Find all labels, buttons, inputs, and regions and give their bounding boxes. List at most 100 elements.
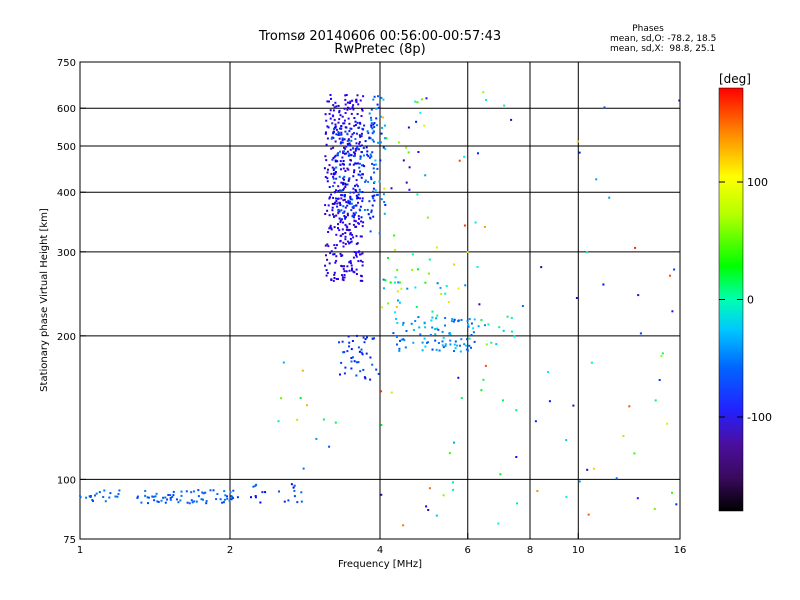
data-point xyxy=(452,488,455,491)
data-point xyxy=(342,160,345,162)
data-point xyxy=(377,372,380,375)
data-point xyxy=(361,109,364,112)
legend-heading: Phases xyxy=(632,24,664,34)
data-point xyxy=(472,327,475,330)
data-point xyxy=(360,144,363,147)
chart-subtitle: RwPretec (8p) xyxy=(334,42,425,57)
data-point xyxy=(351,267,353,270)
data-point xyxy=(354,220,357,223)
data-point xyxy=(352,147,355,150)
data-point xyxy=(373,337,375,340)
data-point xyxy=(357,173,360,176)
data-point xyxy=(352,223,355,226)
data-point xyxy=(342,122,345,125)
data-point xyxy=(595,178,598,181)
data-point xyxy=(419,111,422,114)
data-point xyxy=(343,146,345,149)
data-point xyxy=(408,188,411,191)
data-point xyxy=(576,140,579,143)
data-point xyxy=(387,257,389,259)
data-point xyxy=(396,268,399,271)
data-point xyxy=(339,142,342,145)
data-point xyxy=(353,251,356,253)
data-point xyxy=(467,323,470,326)
data-point xyxy=(370,126,373,129)
data-point xyxy=(453,318,456,321)
data-point xyxy=(660,355,663,357)
data-point xyxy=(324,213,327,215)
x-tick-label: 4 xyxy=(377,545,383,556)
data-point xyxy=(437,328,440,331)
data-point xyxy=(345,152,348,155)
data-point xyxy=(360,235,363,238)
data-point xyxy=(565,495,568,498)
data-point xyxy=(387,302,390,305)
data-point xyxy=(358,208,361,211)
data-point xyxy=(197,489,200,492)
data-point xyxy=(344,238,347,241)
data-point xyxy=(334,201,336,204)
data-point xyxy=(332,253,335,256)
data-point xyxy=(232,497,234,500)
data-point xyxy=(473,318,476,321)
data-point xyxy=(357,162,359,165)
data-point xyxy=(431,326,434,329)
data-point xyxy=(353,169,356,172)
data-point xyxy=(454,347,457,350)
data-point xyxy=(453,350,455,352)
data-point xyxy=(380,390,383,393)
data-point xyxy=(342,177,345,180)
data-point xyxy=(201,491,204,494)
data-point xyxy=(453,343,456,346)
data-point xyxy=(344,206,347,209)
data-point xyxy=(350,154,353,157)
data-point xyxy=(332,169,335,171)
data-point xyxy=(366,130,369,133)
data-point xyxy=(364,179,367,182)
data-point xyxy=(669,274,671,277)
data-point xyxy=(515,456,518,458)
data-point xyxy=(169,497,172,500)
data-point xyxy=(423,321,426,324)
data-point xyxy=(352,191,355,194)
data-point xyxy=(344,103,347,106)
data-point xyxy=(350,357,353,359)
data-point xyxy=(406,287,409,290)
data-point xyxy=(334,154,337,157)
data-point xyxy=(426,216,429,219)
data-point xyxy=(362,154,365,157)
data-point xyxy=(215,498,218,501)
data-point xyxy=(347,117,350,120)
data-point xyxy=(430,319,433,322)
data-point xyxy=(360,135,363,138)
data-point xyxy=(547,371,549,373)
data-point xyxy=(164,496,167,499)
data-point xyxy=(482,378,485,381)
data-point xyxy=(358,126,361,129)
data-point xyxy=(359,135,362,138)
data-point xyxy=(477,152,479,155)
data-point xyxy=(565,439,568,442)
data-point xyxy=(444,324,446,327)
data-point xyxy=(456,344,459,347)
data-point xyxy=(333,172,336,175)
data-point xyxy=(329,225,332,228)
data-point xyxy=(328,196,331,199)
data-point xyxy=(370,124,373,127)
data-point xyxy=(373,95,376,98)
data-point xyxy=(231,496,234,498)
data-point xyxy=(354,162,357,165)
data-point xyxy=(342,181,345,184)
data-point xyxy=(666,422,669,425)
data-point xyxy=(334,140,337,143)
data-point xyxy=(323,167,326,170)
data-point xyxy=(521,305,524,307)
data-point xyxy=(329,94,332,96)
data-point xyxy=(352,155,355,158)
data-point xyxy=(442,346,445,349)
data-point xyxy=(405,330,408,332)
data-point xyxy=(397,299,399,302)
data-point xyxy=(348,222,351,225)
data-point xyxy=(337,209,340,212)
data-point xyxy=(371,127,374,130)
